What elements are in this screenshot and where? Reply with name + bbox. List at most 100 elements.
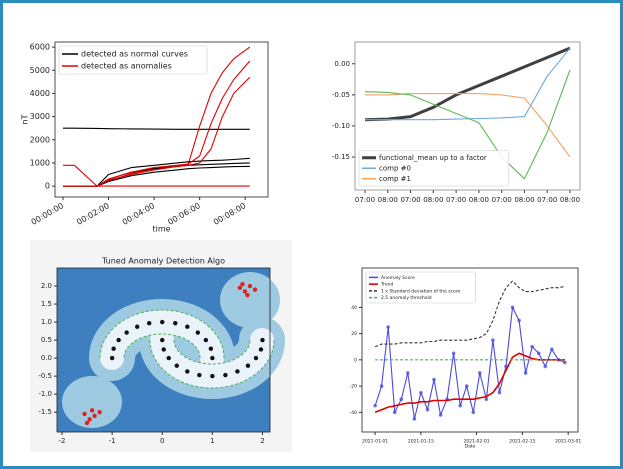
marker [530, 344, 534, 349]
y-tick-label: -20 [350, 384, 357, 390]
x-tick-label: 07:00 [492, 196, 512, 204]
decision-contours [57, 268, 285, 432]
marker [563, 360, 567, 365]
series-line [364, 46, 571, 122]
point [240, 282, 245, 287]
marker [438, 413, 443, 417]
point [116, 337, 121, 343]
x-axis-label: Date [465, 444, 476, 450]
x-tick-label: 1 [210, 437, 214, 445]
legend-label: Anomaly Score [381, 275, 415, 281]
legend-label: functional_mean up to a factor [379, 154, 487, 162]
y-tick-label: -1.0 [38, 390, 52, 398]
x-tick-label: 2 [260, 437, 264, 445]
point [173, 320, 178, 326]
point [258, 347, 264, 352]
y-tick-label: -0.10 [332, 122, 350, 130]
boundary [173, 339, 251, 365]
contour-level [220, 272, 280, 328]
x-tick-label: 2021-01-01 [362, 439, 388, 445]
y-tick-label: 2.0 [41, 282, 52, 290]
marker [497, 390, 502, 395]
marker [399, 397, 404, 402]
marker [419, 390, 423, 395]
y-axis-label: nT [21, 114, 30, 124]
marker [458, 403, 462, 408]
x-tick-label: 2021-02-15 [509, 439, 535, 445]
point [160, 337, 165, 343]
x-tick-label: 08:00 [514, 196, 534, 204]
x-tick-label: 07:00 [537, 196, 557, 204]
legend-box [365, 271, 476, 304]
point [97, 409, 102, 415]
marker [379, 384, 384, 388]
series-line [63, 127, 250, 130]
x-tick-label: 2021-02-01 [463, 439, 489, 445]
marker [406, 371, 410, 375]
point [160, 319, 165, 325]
marker [451, 351, 456, 356]
y-tick-label: 1000 [30, 158, 50, 167]
series-line [374, 352, 565, 414]
point [124, 330, 129, 335]
point [210, 355, 215, 361]
legend-label: detected as anomalies [81, 62, 172, 71]
x-tick-label: 07:00 [446, 196, 466, 204]
boundary [123, 333, 201, 359]
point [235, 369, 240, 374]
chart-title: Tuned Anomaly Detection Algo [101, 257, 225, 266]
marker [412, 417, 417, 421]
series-line [365, 47, 571, 121]
point [245, 292, 250, 298]
legend-label: 1 x Standard deviation of the score [381, 288, 461, 294]
point [245, 363, 251, 368]
marker [425, 407, 430, 412]
point [208, 346, 214, 351]
point [210, 373, 215, 379]
point [161, 347, 166, 352]
point [185, 369, 190, 374]
plot-frame [54, 41, 269, 198]
point [242, 289, 248, 294]
y-tick-label: 1.5 [41, 300, 52, 308]
y-tick-label: -0.15 [332, 153, 350, 161]
boundary [99, 309, 225, 359]
series-line [374, 280, 566, 348]
marker [491, 338, 495, 342]
legend-label: comp #0 [379, 164, 411, 172]
x-axis-label: time [152, 225, 170, 234]
y-tick-label: 0.5 [41, 336, 52, 344]
marker [464, 384, 469, 388]
point [237, 285, 243, 291]
x-tick-label: 2021-01-15 [408, 439, 434, 445]
point [166, 355, 171, 361]
point [174, 363, 179, 368]
x-tick-label: 07:00 [355, 196, 375, 204]
point [260, 337, 265, 343]
marker [550, 347, 554, 352]
marker [471, 410, 476, 415]
marker [478, 371, 482, 375]
marker [543, 364, 548, 369]
marker [373, 403, 377, 408]
marker [523, 371, 528, 375]
y-tick-label: -0.05 [332, 91, 350, 99]
point [134, 324, 140, 329]
y-tick-label: 3000 [30, 112, 50, 121]
point [92, 413, 97, 418]
point [247, 283, 253, 289]
legend-label: detected as normal curves [81, 50, 188, 59]
x-tick-label: 08:00 [469, 196, 489, 204]
point [223, 372, 228, 378]
point [111, 346, 116, 351]
x-tick-label: 08:00 [423, 196, 443, 204]
series-line [365, 93, 571, 158]
plot-frame [56, 267, 271, 433]
marker [536, 351, 541, 356]
y-tick-label: 0.0 [41, 354, 52, 362]
legend-label: 2.5 anomaly threshold [381, 295, 432, 301]
plot-frame [354, 41, 581, 191]
point [197, 372, 202, 378]
series-line [63, 164, 250, 187]
